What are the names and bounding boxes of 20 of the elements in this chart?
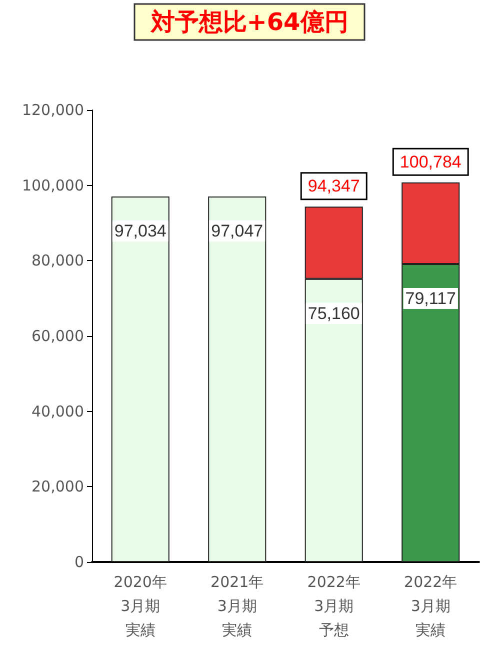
total-label: 94,347 bbox=[308, 176, 360, 196]
y-tick-label: 80,000 bbox=[32, 252, 84, 270]
bar bbox=[208, 196, 266, 562]
y-tick-label: 20,000 bbox=[32, 478, 84, 496]
y-tick-label: 120,000 bbox=[22, 101, 84, 119]
data-label: 97,034 bbox=[114, 222, 166, 241]
chart-title: 対予想比+64億円 bbox=[150, 8, 348, 36]
x-tick-label: 2020年3月期実績 bbox=[114, 573, 167, 639]
x-tick-label: 2022年3月期実績 bbox=[404, 573, 458, 639]
x-tick-label: 2022年3月期予想 bbox=[307, 573, 360, 639]
y-tick-label: 0 bbox=[74, 553, 84, 571]
y-tick-label: 40,000 bbox=[32, 402, 84, 420]
bar bbox=[111, 196, 170, 562]
y-tick-label: 100,000 bbox=[22, 176, 84, 194]
total-label: 100,784 bbox=[400, 152, 462, 172]
data-label: 97,047 bbox=[211, 221, 264, 240]
y-tick-label: 60,000 bbox=[32, 327, 84, 345]
data-label: 75,160 bbox=[308, 304, 360, 323]
data-label: 79,117 bbox=[405, 288, 456, 308]
x-tick-label: 2021年3月期実績 bbox=[210, 573, 264, 639]
